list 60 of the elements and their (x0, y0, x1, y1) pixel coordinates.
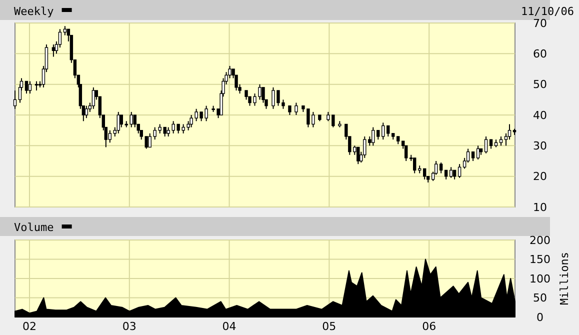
candlestick (439, 162, 443, 174)
candlestick (108, 130, 112, 144)
candlestick (484, 136, 488, 154)
candlestick (153, 126, 156, 140)
candlestick (63, 26, 67, 36)
candlestick (452, 170, 456, 180)
y-tick-label: 50 (533, 78, 547, 92)
y-tick-label: 10 (533, 200, 547, 214)
candlestick (262, 86, 265, 104)
candlestick (116, 111, 120, 134)
candlestick (34, 80, 38, 91)
candlestick (489, 139, 493, 150)
candlestick (24, 80, 28, 94)
candlestick (356, 146, 360, 165)
candlestick (386, 125, 390, 137)
candlestick (148, 132, 152, 148)
candlestick (13, 90, 17, 110)
candlestick (84, 105, 88, 119)
chart-title: Weekly (14, 5, 54, 18)
candlestick (422, 168, 426, 180)
candlestick (130, 111, 133, 128)
candlestick (458, 164, 462, 178)
candlestick (158, 124, 162, 134)
y-tick-label: 20 (533, 170, 547, 184)
candlestick (382, 122, 385, 140)
candlestick (52, 44, 56, 58)
candlestick (163, 126, 166, 137)
candlestick (294, 102, 298, 116)
candlestick (471, 151, 475, 162)
candlestick (413, 157, 416, 174)
candlestick (476, 145, 480, 160)
x-tick-label: 06 (422, 320, 436, 333)
candlestick (449, 166, 453, 178)
chart-title: Volume (14, 221, 54, 234)
y-tick-label: 30 (533, 140, 547, 153)
x-tick-label: 04 (222, 320, 236, 333)
candlestick (92, 86, 96, 110)
candlestick (144, 136, 148, 150)
x-tick-label: 02 (22, 320, 36, 333)
candlestick (120, 114, 123, 128)
x-tick-label: 05 (322, 320, 336, 333)
x-tick-label: 03 (122, 320, 136, 333)
y-axis-title: Millions (558, 252, 571, 305)
candlestick (244, 90, 248, 100)
candlestick (444, 170, 448, 180)
candlestick (133, 114, 136, 128)
candlestick (499, 136, 503, 146)
y-tick-label: 0 (536, 310, 544, 324)
y-tick-label: 100 (530, 272, 550, 286)
candlestick (372, 126, 375, 146)
text: 11/10/06 (521, 5, 574, 18)
candlestick (376, 130, 380, 140)
y-tick-label: 200 (530, 234, 550, 247)
y-tick-label: 60 (533, 48, 547, 61)
candlestick (28, 80, 32, 94)
candlestick (288, 105, 292, 116)
y-tick-label: 70 (533, 16, 547, 30)
y-tick-label: 40 (533, 108, 547, 122)
y-tick-label: 50 (533, 292, 547, 305)
y-tick-label: 150 (530, 253, 550, 266)
